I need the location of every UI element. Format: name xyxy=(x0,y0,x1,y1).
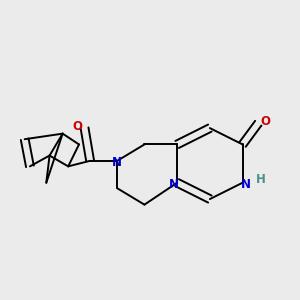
Text: N: N xyxy=(169,178,179,191)
Text: N: N xyxy=(112,156,122,169)
Text: O: O xyxy=(260,115,271,128)
Text: H: H xyxy=(256,173,266,186)
Text: O: O xyxy=(72,120,82,133)
Text: N: N xyxy=(241,178,251,191)
